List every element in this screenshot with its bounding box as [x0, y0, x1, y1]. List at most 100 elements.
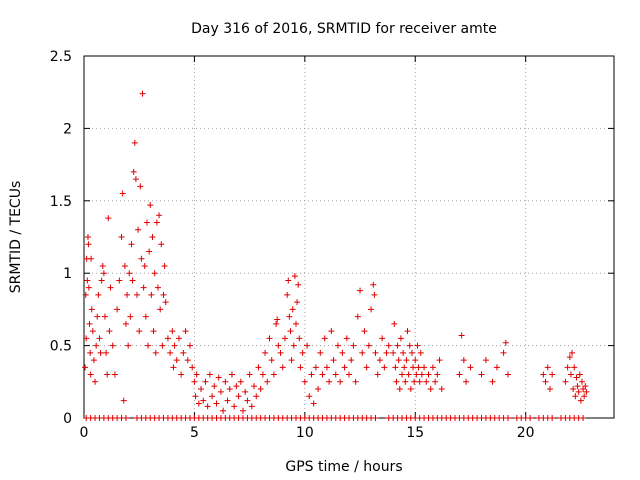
data-point [438, 386, 445, 393]
data-point [135, 226, 142, 233]
data-point [297, 364, 304, 371]
data-point [120, 397, 127, 404]
x-tick-label: 10 [296, 425, 314, 441]
data-point [319, 371, 326, 378]
data-point [566, 354, 573, 361]
data-point [401, 364, 408, 371]
data-point [391, 320, 398, 327]
data-point [571, 364, 578, 371]
data-point [379, 335, 386, 342]
data-point [334, 342, 341, 349]
data-point [226, 386, 233, 393]
data-point [500, 349, 507, 356]
data-point [94, 313, 101, 320]
data-point [98, 277, 105, 284]
data-point [84, 234, 91, 240]
data-point [222, 378, 229, 385]
data-point [97, 349, 104, 356]
axis-ticks [83, 55, 614, 419]
data-point [290, 342, 297, 349]
data-point [287, 328, 294, 335]
data-point [502, 339, 509, 346]
data-point [293, 320, 299, 327]
data-point [136, 328, 143, 335]
data-point [463, 378, 470, 385]
data-point [121, 262, 128, 269]
data-point [394, 342, 401, 349]
data-point [312, 364, 319, 371]
data-point [192, 393, 199, 400]
data-point [240, 407, 246, 414]
data-point [233, 383, 240, 390]
data-point [546, 386, 553, 393]
data-point [156, 212, 163, 219]
data-point [423, 378, 430, 385]
data-point [195, 400, 202, 407]
data-point [125, 342, 132, 349]
data-point [467, 364, 474, 371]
plot-frame [83, 55, 615, 419]
data-point [85, 284, 92, 291]
data-point [578, 378, 585, 385]
data-point [93, 342, 100, 349]
data-point [264, 378, 271, 385]
x-tick-label: 20 [517, 425, 535, 441]
y-tick-label: 0.5 [50, 339, 72, 355]
data-point [414, 342, 421, 349]
data-point [583, 388, 590, 395]
data-point [372, 415, 379, 421]
data-point [392, 364, 399, 371]
data-point [310, 400, 317, 407]
grid [84, 56, 614, 418]
data-point [83, 335, 90, 342]
data-point [266, 335, 273, 342]
data-point [413, 371, 420, 378]
data-point [569, 349, 576, 356]
data-point [434, 371, 441, 378]
data-point [421, 364, 428, 371]
data-point [164, 335, 171, 342]
data-point [411, 378, 418, 385]
data-point [141, 262, 148, 269]
data-point [213, 400, 220, 407]
data-point [328, 328, 335, 335]
data-point [572, 393, 579, 400]
data-point [296, 335, 303, 342]
data-point [576, 371, 583, 378]
data-point [368, 306, 375, 313]
x-tick-label: 0 [80, 425, 89, 441]
y-tick-label: 1.5 [50, 194, 72, 210]
data-point [407, 386, 414, 393]
data-point [274, 316, 281, 323]
data-point [575, 388, 582, 395]
data-point [187, 342, 193, 349]
data-point [286, 313, 293, 320]
data-point [137, 183, 144, 190]
data-point [242, 388, 249, 395]
data-point [171, 342, 178, 349]
data-point [580, 415, 587, 421]
data-point [130, 168, 137, 175]
data-point [88, 306, 95, 313]
data-point [505, 415, 511, 421]
data-point [206, 371, 213, 378]
data-point [140, 284, 147, 291]
data-point [341, 364, 348, 371]
data-point [323, 364, 330, 371]
data-point [142, 313, 149, 320]
data-point [390, 349, 397, 356]
data-point [308, 371, 315, 378]
data-point [337, 378, 344, 385]
data-point [417, 349, 424, 356]
data-point [427, 386, 434, 393]
data-point [285, 277, 292, 284]
data-point [259, 371, 266, 378]
data-point [99, 262, 106, 269]
data-point [317, 349, 324, 356]
data-point [295, 281, 302, 288]
data-point [357, 287, 364, 294]
data-point [118, 234, 125, 240]
data-point [95, 291, 102, 298]
data-point [87, 349, 94, 356]
